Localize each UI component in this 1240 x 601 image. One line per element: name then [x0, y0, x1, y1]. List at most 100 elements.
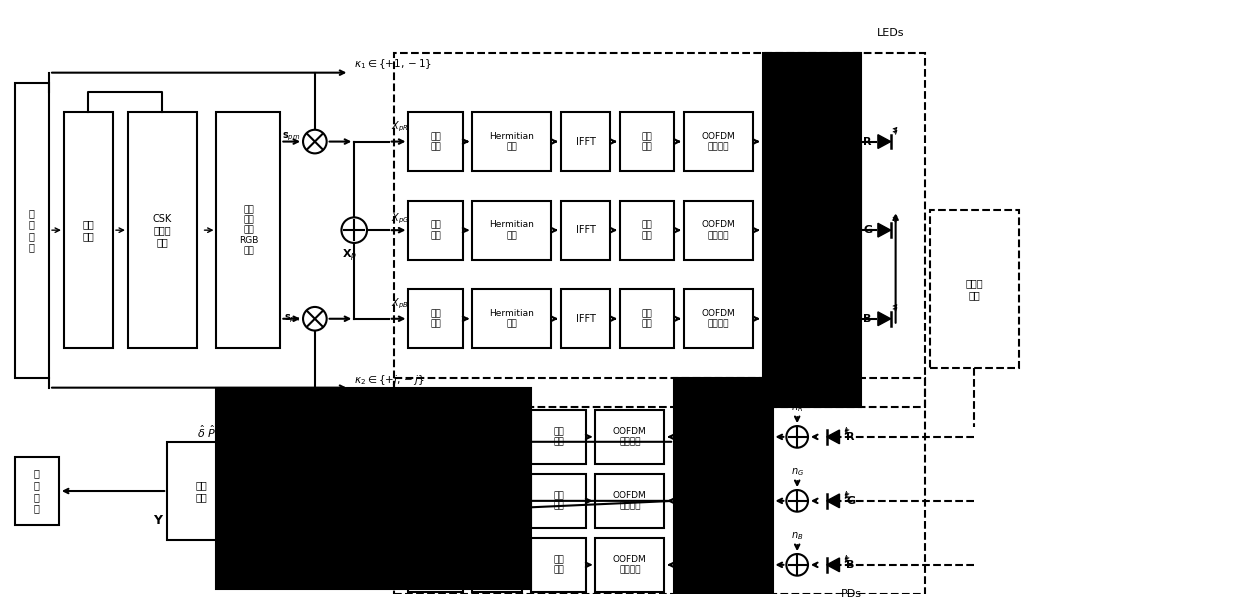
Text: G: G	[863, 225, 872, 235]
Bar	[472, 201, 551, 260]
Text: 并串
转换: 并串 转换	[641, 309, 652, 329]
Text: 串并
转换: 串并 转换	[430, 132, 440, 151]
Bar	[560, 289, 610, 349]
Text: FFT: FFT	[489, 496, 506, 506]
Text: $X_{pB}$: $X_{pB}$	[391, 297, 408, 311]
Circle shape	[786, 490, 808, 511]
Text: 串并
转换: 串并 转换	[553, 427, 564, 447]
Bar	[620, 289, 675, 349]
Polygon shape	[878, 224, 890, 237]
Bar	[217, 388, 532, 590]
Text: $\mathbf{Y}$: $\mathbf{Y}$	[153, 514, 164, 527]
Text: FFT: FFT	[489, 560, 506, 570]
Circle shape	[303, 130, 326, 153]
Text: Hermitian
对称: Hermitian 对称	[490, 132, 534, 151]
Polygon shape	[878, 312, 890, 326]
Text: $n_R$: $n_R$	[791, 403, 804, 414]
Bar	[15, 82, 50, 378]
Text: 并串
转换: 并串 转换	[641, 132, 652, 151]
Text: IFFT: IFFT	[575, 314, 595, 324]
Bar	[472, 289, 551, 349]
Text: 色度
坐标
转为
RGB
坐标: 色度 坐标 转为 RGB 坐标	[239, 205, 258, 255]
Text: Hermitian
对称: Hermitian 对称	[490, 221, 534, 240]
Text: $\mathbf{s}_{pn}$: $\mathbf{s}_{pn}$	[284, 313, 300, 325]
Bar	[217, 112, 280, 349]
Bar	[560, 112, 610, 171]
Bar	[763, 53, 861, 407]
Bar	[472, 474, 522, 528]
Text: $\kappa_2 \in \{+j,-j\}$: $\kappa_2 \in \{+j,-j\}$	[355, 373, 425, 386]
Text: R: R	[863, 136, 872, 147]
Bar	[675, 378, 773, 594]
Text: $\mathbf{Y}$: $\mathbf{Y}$	[405, 478, 417, 491]
Text: 并串
转换: 并串 转换	[430, 491, 440, 511]
Bar	[408, 289, 463, 349]
Text: B: B	[847, 560, 854, 570]
Text: G: G	[847, 496, 856, 506]
Text: OOFDM
接收处理: OOFDM 接收处理	[613, 491, 647, 511]
Text: OOFDM
发送处理: OOFDM 发送处理	[702, 132, 735, 151]
Text: 并串
转换: 并串 转换	[641, 221, 652, 240]
Text: OOFDM
接收处理: OOFDM 接收处理	[613, 555, 647, 575]
Text: OOFDM
接收处理: OOFDM 接收处理	[613, 427, 647, 447]
Bar	[930, 210, 1019, 368]
Bar	[393, 378, 925, 594]
Text: IFFT: IFFT	[575, 136, 595, 147]
Bar	[408, 112, 463, 171]
Bar	[595, 410, 665, 464]
Bar	[408, 201, 463, 260]
Text: $\kappa_1 \in \{+1,-1\}$: $\kappa_1 \in \{+1,-1\}$	[355, 57, 433, 71]
Bar	[595, 538, 665, 592]
Bar	[532, 474, 585, 528]
Bar	[408, 538, 463, 592]
Polygon shape	[827, 558, 839, 572]
Text: LEDs: LEDs	[877, 28, 904, 38]
Polygon shape	[878, 135, 890, 148]
Text: OOFDM
发送处理: OOFDM 发送处理	[702, 221, 735, 240]
Bar	[532, 410, 585, 464]
Polygon shape	[827, 494, 839, 508]
Text: CSK
星座图
选择: CSK 星座图 选择	[153, 213, 172, 247]
Text: $n_B$: $n_B$	[791, 531, 804, 542]
Text: 符号
解调: 符号 解调	[196, 480, 207, 502]
Text: $n_G$: $n_G$	[791, 466, 804, 478]
Bar	[408, 410, 463, 464]
Bar	[167, 442, 236, 540]
Bar	[684, 201, 753, 260]
Text: 串并
转换: 串并 转换	[430, 221, 440, 240]
Bar	[393, 53, 925, 407]
Text: B: B	[863, 314, 872, 324]
Text: IFFT: IFFT	[575, 225, 595, 235]
Text: 可见光
信道: 可见光 信道	[966, 278, 983, 300]
Bar	[684, 112, 753, 171]
Text: OOFDM
发送处理: OOFDM 发送处理	[702, 309, 735, 329]
Text: 并串
转换: 并串 转换	[430, 555, 440, 575]
Bar	[472, 410, 522, 464]
Bar	[128, 112, 197, 349]
Text: PDs: PDs	[841, 590, 862, 599]
Bar	[408, 474, 463, 528]
Bar	[560, 201, 610, 260]
Bar	[472, 112, 551, 171]
Bar	[472, 538, 522, 592]
Text: $\mathbf{X}_p$: $\mathbf{X}_p$	[342, 248, 357, 264]
Bar	[620, 201, 675, 260]
Text: 串并
转换: 串并 转换	[553, 555, 564, 575]
Text: FFT: FFT	[489, 432, 506, 442]
Text: R: R	[847, 432, 854, 442]
Polygon shape	[827, 430, 839, 444]
Text: 串并
转换: 串并 转换	[553, 491, 564, 511]
Text: Hermitian
对称: Hermitian 对称	[490, 309, 534, 329]
Bar	[595, 474, 665, 528]
Bar	[15, 457, 60, 525]
Text: $X_{pR}$: $X_{pR}$	[391, 120, 408, 134]
Text: $\hat{\delta}$ $\hat{P}$: $\hat{\delta}$ $\hat{P}$	[197, 424, 216, 440]
Text: $\mathbf{s}_{pm}$: $\mathbf{s}_{pm}$	[281, 130, 300, 143]
Text: 串并
转换: 串并 转换	[430, 309, 440, 329]
Bar	[63, 112, 113, 349]
Bar	[684, 289, 753, 349]
Circle shape	[786, 554, 808, 576]
Bar	[532, 538, 585, 592]
Circle shape	[786, 426, 808, 448]
Text: 并串
转换: 并串 转换	[430, 427, 440, 447]
